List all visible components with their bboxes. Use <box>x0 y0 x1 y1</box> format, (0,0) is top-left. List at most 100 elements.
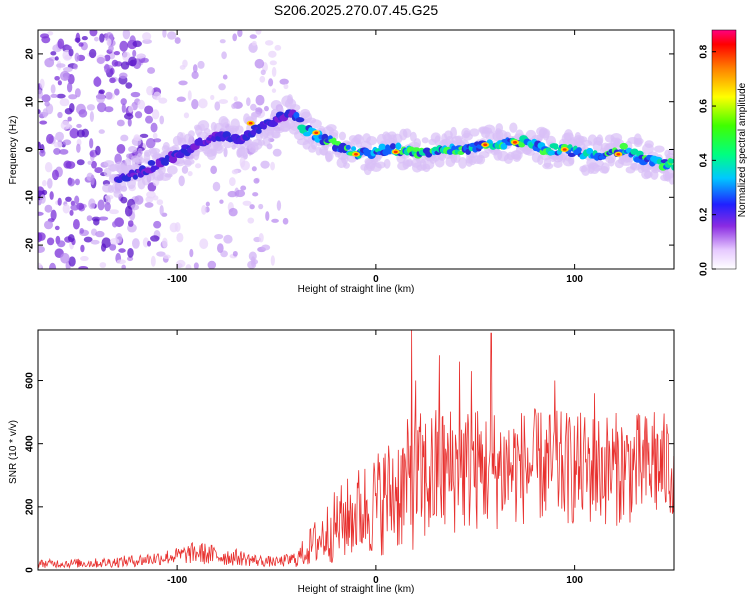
spectrogram-noise-blob <box>99 33 105 43</box>
spectrogram-noise-blob <box>59 70 70 81</box>
spectrogram-halo-blob <box>402 128 412 138</box>
spectrogram-noise-blob <box>126 153 133 159</box>
spectrogram-noise-blob <box>76 143 81 153</box>
spectrogram-noise-blob <box>271 88 277 93</box>
spectrogram-noise-blob <box>137 99 146 110</box>
spectrogram-halo-blob <box>310 139 318 150</box>
spectrogram-ridge-blob <box>250 129 257 136</box>
spectrogram-halo-blob <box>235 125 244 134</box>
spectrogram-noise-blob <box>144 105 154 115</box>
spectrogram-noise-blob <box>66 82 73 93</box>
spectrogram-noise-blob <box>106 38 112 47</box>
spectrogram-noise-blob <box>150 235 160 242</box>
spectrogram-noise-blob <box>227 190 237 198</box>
spectrogram-noise-blob <box>156 251 166 257</box>
spectrogram-noise-blob <box>40 33 50 39</box>
spectrogram-noise-blob <box>88 48 97 59</box>
spectrogram-ridge-blob <box>547 150 557 156</box>
spectrogram-noise-blob <box>38 89 43 99</box>
spectrogram-halo-blob <box>203 127 211 135</box>
spectrogram-halo-blob <box>564 129 574 141</box>
spectrogram-noise-blob <box>130 204 140 211</box>
spectrogram-ridge-blob <box>132 174 138 180</box>
spectrogram-noise-blob <box>231 144 237 150</box>
spectrogram-noise-blob <box>260 69 266 76</box>
spectrogram-noise-blob <box>260 160 270 169</box>
spectrogram-noise-blob <box>95 145 101 156</box>
spectrogram-xtick-label: 100 <box>566 274 583 285</box>
spectrogram-noise-blob <box>191 71 199 80</box>
spectrogram-hotspot-core <box>354 152 358 156</box>
spectrogram-noise-blob <box>108 44 114 52</box>
spectrogram-hotspot-core <box>513 141 517 144</box>
spectrogram-noise-blob <box>68 94 78 100</box>
spectrogram-noise-blob <box>198 98 208 109</box>
spectrogram-halo-blob <box>469 128 480 137</box>
spectrogram-noise-blob <box>96 56 105 64</box>
spectrogram-noise-blob <box>65 45 72 51</box>
spectrogram-noise-blob <box>116 119 125 127</box>
snr-ytick-label: 600 <box>25 372 36 389</box>
spectrogram-halo-blob <box>383 158 391 169</box>
spectrogram-noise-blob <box>242 200 252 206</box>
colorbar-tick-label: 0.2 <box>699 207 710 221</box>
spectrogram-noise-blob <box>122 51 131 62</box>
spectrogram-noise-blob <box>247 217 255 224</box>
spectrogram-noise-blob <box>38 109 41 114</box>
spectrogram-noise-blob <box>219 39 226 44</box>
spectrogram-noise-blob <box>150 122 158 133</box>
spectrogram-noise-blob <box>231 103 237 109</box>
spectrogram-noise-blob <box>62 203 70 214</box>
spectrogram-noise-blob <box>187 90 192 101</box>
spectrogram-noise-blob <box>219 199 224 204</box>
spectrogram-noise-blob <box>178 175 185 187</box>
spectrogram-halo-blob <box>653 145 665 153</box>
spectrogram-noise-blob <box>193 262 199 269</box>
spectrogram-halo-blob <box>485 130 495 142</box>
spectrogram-noise-blob <box>79 227 85 234</box>
spectrogram-noise-blob <box>50 84 56 94</box>
spectrogram-noise-blob <box>156 199 164 206</box>
spectrogram-noise-blob <box>218 99 229 104</box>
snr-panel: -100 0 100 0 200 400 600 Height of straight li… <box>8 329 675 595</box>
spectrogram-noise-blob <box>274 44 282 51</box>
spectrogram-halo-blob <box>340 152 349 165</box>
snr-ytick-label: 400 <box>25 435 36 452</box>
spectrogram-ridge-blob <box>552 143 559 150</box>
spectrogram-noise-blob <box>89 138 94 149</box>
spectrogram-halo-blob <box>262 136 271 147</box>
spectrogram-noise-blob <box>174 222 181 232</box>
spectrogram-noise-blob <box>96 92 106 104</box>
spectrogram-noise-blob <box>67 116 72 122</box>
spectrogram-noise-blob <box>216 243 224 253</box>
spectrogram-ridge-blob <box>345 144 351 150</box>
spectrogram-noise-blob <box>130 91 141 98</box>
spectrogram-noise-blob <box>104 201 111 212</box>
snr-xtick-label: 100 <box>566 575 583 586</box>
spectrogram-noise-blob <box>74 178 80 186</box>
spectrogram-noise-blob <box>105 91 113 100</box>
figure-title: S206.2025.270.07.45.G25 <box>274 2 438 18</box>
spectrogram-noise-blob <box>253 178 260 184</box>
spectrogram-noise-blob <box>104 63 110 74</box>
spectrogram-noise-blob <box>86 104 95 111</box>
spectrogram-noise-blob <box>74 195 80 205</box>
colorbar: 0.0 0.2 0.4 0.6 0.8 Normalized spectral ampl… <box>699 29 748 276</box>
spectrogram-ridge-blob <box>668 158 674 164</box>
spectrogram-noise-blob <box>90 174 95 186</box>
spectrogram-noise-blob <box>162 237 168 248</box>
spectrogram-halo-blob <box>642 143 654 155</box>
spectrogram-noise-blob <box>162 254 171 259</box>
spectrogram-noise-blob <box>109 237 120 245</box>
spectrogram-noise-blob <box>176 96 186 102</box>
spectrogram-noise-blob <box>128 56 137 67</box>
spectrogram-halo-blob <box>643 170 653 179</box>
spectrogram-noise-blob <box>80 255 89 262</box>
spectrogram-ytick-label: 20 <box>25 48 36 60</box>
spectrogram-noise-blob <box>38 245 45 253</box>
spectrogram-noise-blob <box>70 204 80 211</box>
spectrogram-halo-blob <box>366 135 378 146</box>
spectrogram-noise-blob <box>52 169 59 181</box>
spectrogram-noise-blob <box>47 178 53 189</box>
spectrogram-hotspot-core <box>314 131 319 135</box>
